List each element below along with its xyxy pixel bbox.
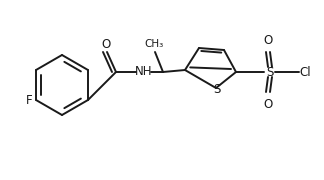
Text: S: S — [213, 82, 221, 96]
Text: O: O — [263, 33, 272, 46]
Text: O: O — [101, 37, 110, 51]
Text: S: S — [266, 66, 274, 78]
Text: Cl: Cl — [299, 66, 311, 78]
Text: F: F — [26, 93, 32, 107]
Text: CH₃: CH₃ — [145, 39, 164, 49]
Text: O: O — [263, 98, 272, 111]
Text: NH: NH — [135, 64, 153, 78]
